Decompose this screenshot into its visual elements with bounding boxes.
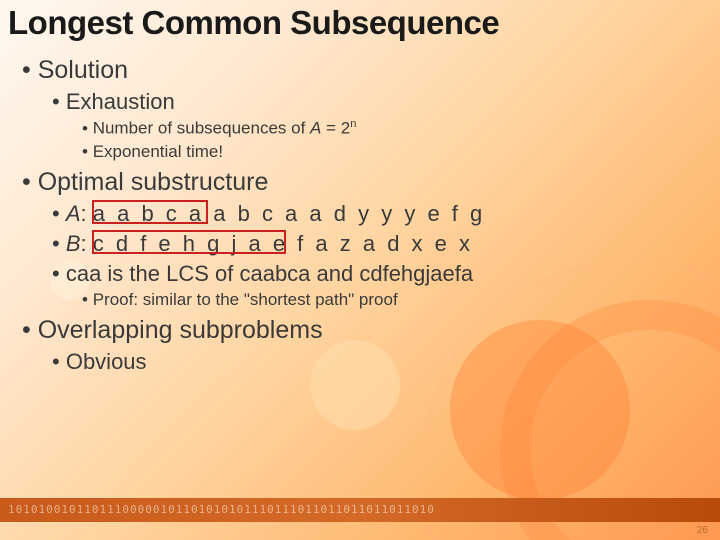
- bullet-solution: Solution Exhaustion Number of subsequenc…: [22, 56, 720, 162]
- bullet-overlap: Overlapping subproblems Obvious: [22, 316, 720, 375]
- text-numsub-eq: = 2: [321, 119, 350, 138]
- text-overlap: Overlapping subproblems: [38, 316, 323, 344]
- slide-title: Longest Common Subsequence: [0, 4, 720, 50]
- bullet-optimal: Optimal substructure A: a a b c a a b c …: [22, 168, 720, 310]
- text-A-seq: a a b c a a b c a a d y y y e f g: [93, 201, 486, 226]
- text-exhaustion: Exhaustion: [66, 89, 175, 114]
- text-A-colon: :: [81, 201, 93, 226]
- bullet-seq-A: A: a a b c a a b c a a d y y y e f g: [52, 201, 720, 227]
- text-exp-time: Exponential time!: [93, 142, 223, 161]
- text-proof: Proof: similar to the "shortest path" pr…: [93, 290, 398, 309]
- text-A-label: A: [66, 201, 81, 226]
- text-B-colon: :: [81, 231, 93, 256]
- text-numsub-A: A: [310, 119, 321, 138]
- text-solution: Solution: [38, 56, 128, 84]
- text-numsub-exp: n: [350, 118, 356, 130]
- bullet-exhaustion: Exhaustion Number of subsequences of A =…: [52, 89, 720, 162]
- text-obvious: Obvious: [66, 349, 147, 374]
- bullet-seq-B: B: c d f e h g j a e f a z a d x e x: [52, 231, 720, 257]
- page-number: 26: [697, 525, 708, 536]
- bullet-lcs-stmt: caa is the LCS of caabca and cdfehgjaefa…: [52, 261, 720, 310]
- text-B-label: B: [66, 231, 81, 256]
- bullet-obvious: Obvious: [52, 349, 720, 375]
- text-numsub-prefix: Number of subsequences of: [93, 119, 310, 138]
- text-lcs-stmt: caa is the LCS of caabca and cdfehgjaefa: [66, 261, 473, 286]
- text-optimal: Optimal substructure: [38, 168, 269, 196]
- bullet-num-subseq: Number of subsequences of A = 2n: [82, 118, 720, 139]
- slide-content: Longest Common Subsequence Solution Exha…: [0, 0, 720, 375]
- bullet-list-lvl1: Solution Exhaustion Number of subsequenc…: [0, 56, 720, 375]
- bullet-proof: Proof: similar to the "shortest path" pr…: [82, 290, 720, 310]
- binary-strip: 1010100101101110000010110101010111011101…: [0, 498, 720, 522]
- text-B-seq: c d f e h g j a e f a z a d x e x: [93, 231, 473, 256]
- bullet-exp-time: Exponential time!: [82, 142, 720, 162]
